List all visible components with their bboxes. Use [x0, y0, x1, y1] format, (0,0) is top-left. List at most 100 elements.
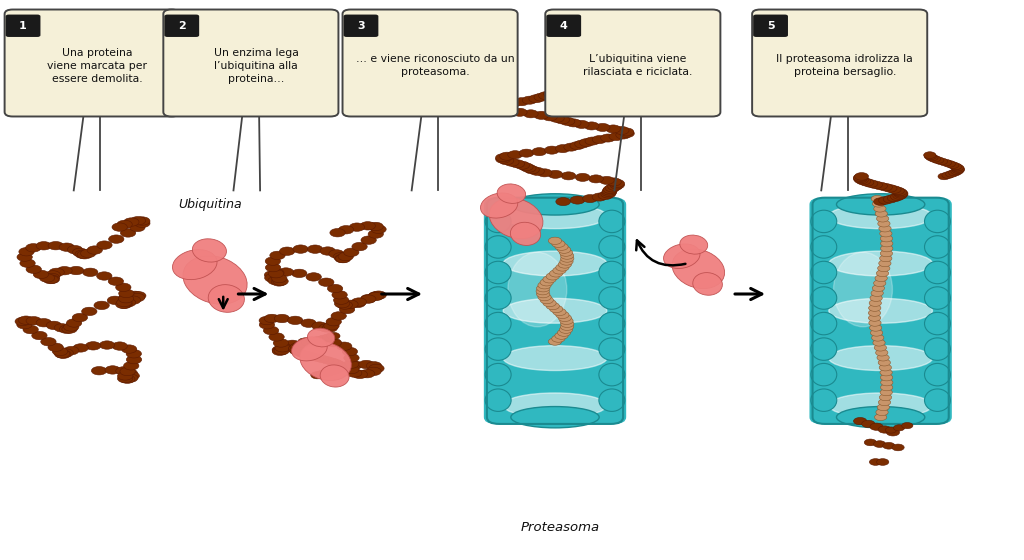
Circle shape: [879, 197, 893, 204]
Circle shape: [952, 167, 965, 174]
Ellipse shape: [828, 204, 933, 228]
Circle shape: [112, 223, 127, 231]
Circle shape: [292, 348, 305, 356]
Circle shape: [883, 185, 897, 192]
Circle shape: [272, 347, 288, 356]
Circle shape: [561, 172, 575, 180]
Circle shape: [555, 243, 568, 250]
Circle shape: [16, 320, 32, 329]
Text: Proteasoma: Proteasoma: [520, 521, 600, 534]
Circle shape: [126, 349, 141, 358]
Circle shape: [531, 148, 547, 156]
Circle shape: [289, 344, 302, 352]
Circle shape: [540, 296, 553, 304]
Circle shape: [369, 292, 384, 300]
Circle shape: [550, 305, 563, 312]
Circle shape: [574, 120, 589, 128]
Circle shape: [122, 345, 137, 353]
Circle shape: [26, 265, 41, 273]
Ellipse shape: [485, 389, 511, 412]
Circle shape: [264, 314, 280, 323]
Text: Il proteasoma idrolizza la
proteina bersaglio.: Il proteasoma idrolizza la proteina bers…: [776, 54, 913, 77]
Circle shape: [300, 351, 313, 358]
Circle shape: [946, 162, 958, 169]
Circle shape: [951, 168, 964, 175]
Circle shape: [607, 183, 623, 190]
Circle shape: [883, 442, 895, 449]
Circle shape: [880, 394, 892, 401]
Circle shape: [549, 338, 561, 345]
Circle shape: [327, 338, 342, 347]
Circle shape: [360, 295, 376, 303]
Circle shape: [585, 137, 600, 145]
Circle shape: [949, 163, 962, 170]
Circle shape: [26, 316, 41, 325]
Circle shape: [560, 320, 573, 328]
Circle shape: [63, 323, 79, 331]
Circle shape: [271, 278, 287, 286]
Circle shape: [349, 223, 365, 231]
Circle shape: [44, 275, 59, 283]
Ellipse shape: [511, 194, 599, 215]
Circle shape: [285, 340, 300, 348]
Circle shape: [496, 153, 510, 162]
Ellipse shape: [599, 287, 625, 309]
Circle shape: [360, 236, 376, 244]
Circle shape: [537, 284, 550, 292]
Circle shape: [328, 284, 343, 293]
Circle shape: [338, 253, 353, 261]
Circle shape: [327, 333, 340, 339]
Circle shape: [951, 164, 964, 171]
Circle shape: [881, 240, 893, 247]
Circle shape: [853, 174, 867, 181]
Circle shape: [551, 88, 565, 97]
Circle shape: [926, 154, 938, 161]
Circle shape: [121, 298, 136, 307]
Circle shape: [290, 343, 303, 351]
Circle shape: [932, 157, 944, 164]
Circle shape: [301, 319, 316, 328]
Ellipse shape: [828, 251, 933, 276]
Circle shape: [553, 309, 566, 316]
Circle shape: [603, 185, 617, 194]
Circle shape: [75, 250, 90, 259]
Circle shape: [610, 179, 625, 188]
Circle shape: [307, 245, 323, 253]
Ellipse shape: [307, 328, 335, 347]
Circle shape: [559, 249, 572, 256]
Circle shape: [514, 97, 529, 106]
Circle shape: [94, 301, 110, 310]
Circle shape: [503, 107, 517, 115]
Circle shape: [292, 269, 307, 278]
Circle shape: [274, 314, 290, 323]
Circle shape: [924, 152, 936, 158]
Circle shape: [877, 215, 889, 222]
Circle shape: [855, 172, 868, 180]
Circle shape: [942, 172, 954, 179]
Circle shape: [56, 267, 72, 275]
Circle shape: [15, 318, 31, 326]
Circle shape: [96, 272, 112, 280]
Circle shape: [318, 324, 334, 332]
Ellipse shape: [503, 204, 607, 228]
Circle shape: [61, 325, 77, 333]
Circle shape: [305, 353, 318, 360]
Circle shape: [118, 374, 133, 382]
Ellipse shape: [811, 262, 837, 284]
Circle shape: [872, 200, 885, 207]
Circle shape: [119, 289, 134, 297]
Circle shape: [116, 300, 131, 309]
Circle shape: [873, 182, 888, 190]
Circle shape: [368, 230, 383, 238]
Circle shape: [32, 332, 47, 340]
Circle shape: [874, 275, 887, 282]
Circle shape: [288, 316, 303, 325]
Circle shape: [870, 423, 883, 431]
Circle shape: [124, 372, 139, 380]
Circle shape: [334, 296, 349, 304]
Circle shape: [493, 102, 508, 110]
Circle shape: [854, 176, 868, 184]
Circle shape: [943, 161, 955, 167]
Circle shape: [872, 285, 885, 292]
Circle shape: [263, 326, 279, 335]
